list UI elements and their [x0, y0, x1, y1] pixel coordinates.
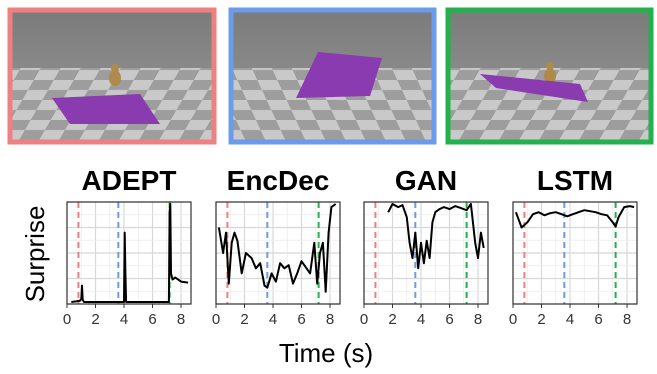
plot-border	[66, 201, 192, 305]
x-tick-label: 0	[63, 311, 71, 328]
scene-frame-1	[7, 7, 217, 145]
plot-border	[363, 201, 489, 305]
x-tick-label: 6	[594, 311, 602, 328]
plate-icon	[52, 94, 160, 124]
x-tick-label: 8	[623, 311, 631, 328]
chart-panel-encdec: 0 2 4 6 8 EncDec	[212, 165, 341, 328]
x-tick-label: 8	[326, 311, 334, 328]
x-tick-label: 2	[91, 311, 99, 328]
x-tick-label: 4	[269, 311, 277, 328]
x-tick-label: 4	[120, 311, 128, 328]
x-tick-label: 2	[537, 311, 545, 328]
x-tick-label: 6	[297, 311, 305, 328]
x-tick-label: 6	[445, 311, 453, 328]
x-tick-label: 8	[474, 311, 482, 328]
surprise-series-line	[387, 203, 485, 270]
toy-icon	[109, 70, 121, 86]
x-tick-label: 4	[417, 311, 425, 328]
x-tick-label: 6	[148, 311, 156, 328]
plot-border	[215, 201, 341, 305]
panel-title: LSTM	[537, 165, 613, 196]
x-tick-label: 0	[360, 311, 368, 328]
toy-icon	[544, 68, 556, 84]
x-tick-label: 2	[240, 311, 248, 328]
frame-border	[7, 7, 217, 145]
panel-title: EncDec	[227, 165, 330, 196]
plot-border	[512, 201, 638, 305]
x-tick-label: 0	[212, 311, 220, 328]
panel-title: GAN	[395, 165, 457, 196]
frame-border	[228, 7, 437, 145]
x-axis-label: Time (s)	[279, 338, 373, 368]
surprise-series-line	[71, 203, 189, 303]
x-tick-label: 4	[566, 311, 574, 328]
surprise-series-line	[217, 203, 337, 293]
scene-frame-3	[445, 7, 654, 145]
y-axis-label: Surprise	[20, 206, 50, 303]
panel-title: ADEPT	[82, 165, 177, 196]
scene-frame-2	[228, 7, 437, 145]
toy-head-icon	[546, 62, 554, 70]
toy-head-icon	[111, 64, 119, 72]
chart-panel-lstm: 0 2 4 6 8 LSTM	[509, 165, 638, 328]
frame-border	[445, 7, 654, 145]
x-tick-label: 8	[177, 311, 185, 328]
chart-panels: 0 2 4 6 8 ADEPT 0 2 4 6 8 EncDec 0 2 4 6 8 GAN 0 2 4 6 8 LSTM	[63, 165, 638, 328]
plate-icon	[296, 52, 382, 98]
plate-icon	[480, 74, 588, 102]
chart-panel-gan: 0 2 4 6 8 GAN	[360, 165, 489, 328]
x-tick-label: 2	[388, 311, 396, 328]
chart-panel-adept: 0 2 4 6 8 ADEPT	[63, 165, 192, 328]
surprise-series-line	[514, 205, 635, 229]
x-tick-label: 0	[509, 311, 517, 328]
